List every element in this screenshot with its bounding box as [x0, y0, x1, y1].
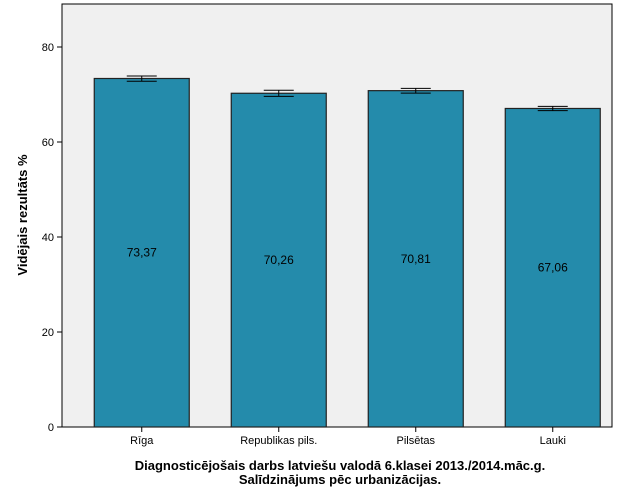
x-tick-label: Rīga	[130, 435, 154, 447]
data-label: 73,37	[127, 246, 157, 260]
y-tick-label: 20	[42, 327, 54, 339]
y-tick-label: 60	[42, 137, 54, 149]
x-tick-label: Pilsētas	[396, 435, 435, 447]
y-tick-label: 80	[42, 42, 54, 54]
x-tick-label: Republikas pils.	[240, 435, 317, 447]
data-label: 67,06	[538, 261, 568, 275]
y-tick-label: 40	[42, 232, 54, 244]
x-axis-label-line2: Salīdzinājums pēc urbanizācijas.	[239, 472, 441, 487]
x-tick-label: Lauki	[540, 435, 566, 447]
y-tick-label: 0	[48, 422, 54, 434]
data-label: 70,26	[264, 253, 294, 267]
y-axis-label: Vidējais rezultāts %	[15, 154, 30, 276]
data-label: 70,81	[401, 252, 431, 266]
x-axis-label-line1: Diagnosticējošais darbs latviešu valodā …	[135, 458, 545, 473]
bar-Lauki	[504, 107, 601, 428]
